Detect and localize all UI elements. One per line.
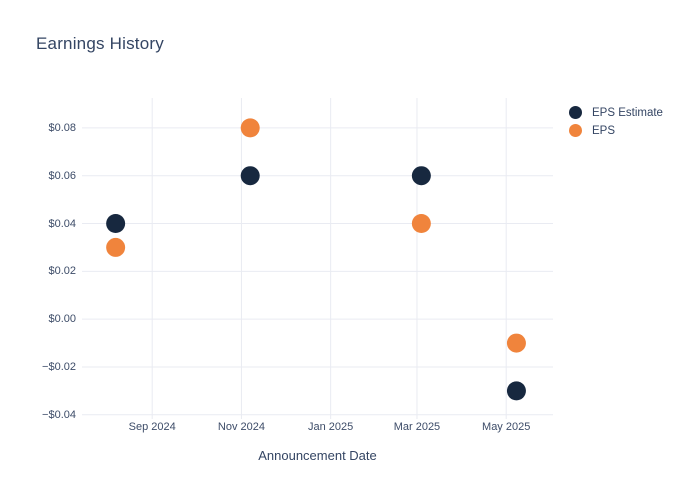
x-axis-title: Announcement Date (258, 448, 377, 463)
data-point-eps-estimate[interactable] (106, 214, 126, 234)
data-point-eps[interactable] (106, 237, 126, 257)
y-tick-label: $0.08 (48, 121, 76, 134)
x-tick-label: Sep 2024 (128, 421, 176, 433)
plot-canvas (82, 98, 553, 419)
x-tick-label: May 2025 (482, 421, 531, 433)
legend: EPS Estimate EPS (569, 106, 663, 142)
legend-label: EPS (592, 124, 616, 137)
y-tick-label: $0.06 (48, 169, 76, 182)
plot-area (82, 98, 553, 419)
y-tick-label: $0.00 (48, 313, 76, 326)
data-point-eps[interactable] (506, 333, 526, 353)
y-tick-label: $0.02 (48, 265, 76, 278)
eps-estimate-swatch-icon (569, 106, 582, 119)
x-tick-label: Mar 2025 (393, 421, 441, 433)
legend-item-eps[interactable]: EPS (569, 124, 663, 137)
eps-swatch-icon (569, 124, 582, 137)
y-tick-label: $0.04 (48, 217, 76, 230)
y-tick-label: −$0.02 (42, 360, 76, 373)
chart-title: Earnings History (36, 34, 164, 53)
y-tick-label: −$0.04 (42, 408, 76, 421)
x-tick-label: Nov 2024 (217, 421, 265, 433)
x-tick-label: Jan 2025 (308, 421, 354, 433)
data-point-eps[interactable] (411, 214, 431, 234)
data-point-eps-estimate[interactable] (411, 166, 431, 186)
legend-item-eps-estimate[interactable]: EPS Estimate (569, 106, 663, 119)
data-point-eps[interactable] (240, 118, 260, 138)
legend-label: EPS Estimate (592, 106, 663, 119)
data-point-eps-estimate[interactable] (240, 166, 260, 186)
data-point-eps-estimate[interactable] (506, 381, 526, 401)
